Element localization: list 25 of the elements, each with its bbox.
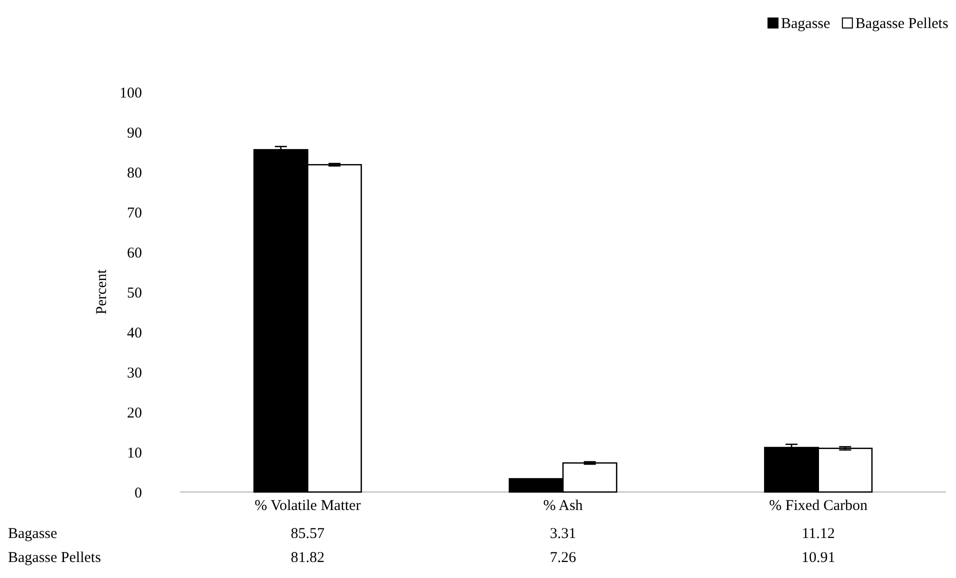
y-tick-label: 20 bbox=[127, 405, 142, 422]
data-label: 85.57 bbox=[290, 526, 326, 542]
y-tick-label: 50 bbox=[127, 285, 142, 302]
data-label: 10.91 bbox=[801, 550, 836, 566]
y-tick-label: 80 bbox=[127, 165, 142, 182]
data-label: 81.82 bbox=[290, 550, 325, 566]
y-tick-label: 10 bbox=[127, 445, 142, 462]
y-tick-label: 90 bbox=[127, 125, 142, 142]
y-axis-title: Percent bbox=[94, 268, 110, 314]
legend-label: Bagasse bbox=[781, 16, 830, 32]
text: Bagasse bbox=[8, 526, 58, 542]
x-tick-label: % Ash bbox=[543, 498, 584, 514]
x-tick-label: % Fixed Carbon bbox=[769, 498, 868, 514]
y-tick-label: 60 bbox=[127, 245, 142, 262]
text: Bagasse Pellets bbox=[8, 550, 101, 566]
data-label: 7.26 bbox=[550, 550, 577, 566]
data-label: 11.12 bbox=[802, 526, 835, 542]
y-tick-label: 70 bbox=[127, 205, 142, 222]
y-tick-label: 0 bbox=[134, 485, 142, 502]
y-tick-label: 40 bbox=[127, 325, 142, 342]
x-tick-label: % Volatile Matter bbox=[254, 498, 361, 514]
y-tick-label: 30 bbox=[127, 365, 142, 382]
data-label: 3.31 bbox=[550, 526, 576, 542]
legend-label: Bagasse Pellets bbox=[855, 16, 948, 32]
y-tick-label: 100 bbox=[120, 85, 142, 102]
